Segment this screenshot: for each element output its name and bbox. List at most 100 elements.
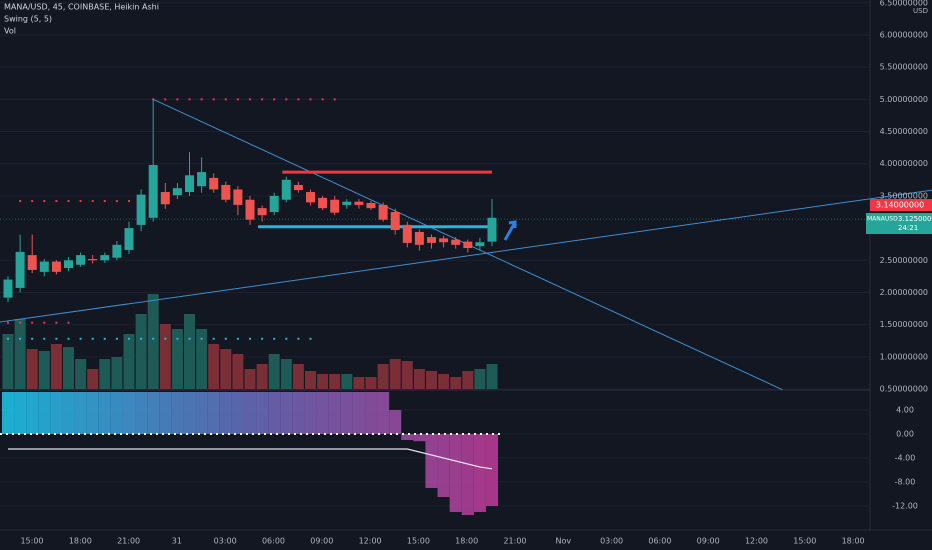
candle-body [160,192,170,205]
swing-dot [309,337,312,340]
x-tick-label: 31 [172,537,182,546]
volume-bar [486,364,498,389]
volume-bar [268,354,280,389]
swing-dot [164,98,167,101]
x-tick-label: 18:00 [455,537,478,546]
swing-dot [236,98,239,101]
oscillator-bar [183,392,196,434]
x-tick-label: 09:00 [310,537,333,546]
swing-dot [43,321,46,324]
candle-body [318,197,328,209]
y-tick-label: 0.00 [896,430,914,439]
oscillator-bar [231,392,244,434]
volume-bar [474,369,486,389]
currency: USD [913,7,928,15]
candle-body [197,172,207,187]
oscillator-bar [389,410,402,434]
y-tick-label: 2.00000000 [880,288,928,297]
swing-dot [7,337,9,340]
volume-bar [135,314,147,389]
symbol-price: 3.12500000 [898,215,932,223]
oscillator-bar [98,392,111,434]
swing-dot [297,98,300,101]
oscillator-bar [110,392,123,434]
oscillator-bar [413,434,426,442]
y-tick-label: 5.50000000 [880,63,928,72]
candle-body [378,204,388,220]
candle-body [221,184,231,200]
volume-bar [171,329,183,389]
swing-dot [249,337,251,340]
x-tick-label: 12:00 [745,537,768,546]
swing-dot [188,337,191,340]
swing-dot [212,98,215,101]
oscillator-bar [38,392,51,434]
oscillator-bar [256,392,269,434]
oscillator-bar [352,392,365,434]
x-tick-label: 03:00 [600,537,623,546]
volume-bar [50,344,62,389]
candle-body [390,211,400,231]
oscillator-bar [50,392,63,434]
candle-body [245,199,255,220]
volume-bar [123,334,135,389]
swing-dot [321,98,324,101]
oscillator-bar [437,434,450,497]
swing-dot [224,337,227,340]
x-tick-label: 18:00 [842,537,865,546]
x-tick-label: 15:00 [793,537,816,546]
volume-bar [305,371,316,389]
signal-line [8,448,493,470]
swing-dot [43,337,46,340]
oscillator-bar [159,392,172,434]
candle-body [427,237,436,243]
volume-bar [462,371,474,389]
oscillator-bar [147,392,160,434]
x-tick-label: 18:00 [69,537,92,546]
oscillator-bar [268,392,281,434]
volume-bar [413,369,425,389]
candle-body [233,189,243,205]
oscillator-bar [473,434,486,512]
volume-bar [184,314,195,389]
swing-dot [200,337,203,340]
volume-bar [14,319,26,389]
y-tick-label: 4.50000000 [880,127,928,136]
oscillator-bar [122,392,136,434]
volume-bar [63,347,74,389]
candle-body [269,195,279,212]
swing-dot [249,98,251,101]
candle-body [148,165,158,218]
swing-dot [273,337,276,340]
y-tick-label: 6.50000000 [880,0,928,7]
volume-bar [75,359,87,389]
volume-bar [365,377,377,389]
indicator-label: Vol [4,27,16,36]
swing-dot [140,337,143,340]
symbol-label-box [866,213,932,234]
oscillator-bar [1,392,15,434]
swing-dot [115,337,118,340]
volume-bar [26,349,38,389]
x-tick-label: 09:00 [697,537,720,546]
candle-body [281,179,291,200]
swing-dot [67,200,70,203]
candle-body [257,208,267,216]
candle-body [414,231,424,245]
swing-dot [19,321,22,324]
swing-dot [103,200,106,203]
oscillator-bar [62,392,75,434]
y-tick-label: 5.00000000 [880,95,928,104]
swing-dot [55,337,58,340]
swing-dot [188,98,191,101]
swing-dot [128,337,130,340]
volume-bar [147,294,159,389]
candle-body [475,242,485,247]
marks [0,2,932,515]
swing-dot [176,337,179,340]
volume-bar [208,344,220,389]
oscillator-bar [207,392,220,434]
oscillator-bar [364,392,378,434]
oscillator-bar [195,392,208,434]
